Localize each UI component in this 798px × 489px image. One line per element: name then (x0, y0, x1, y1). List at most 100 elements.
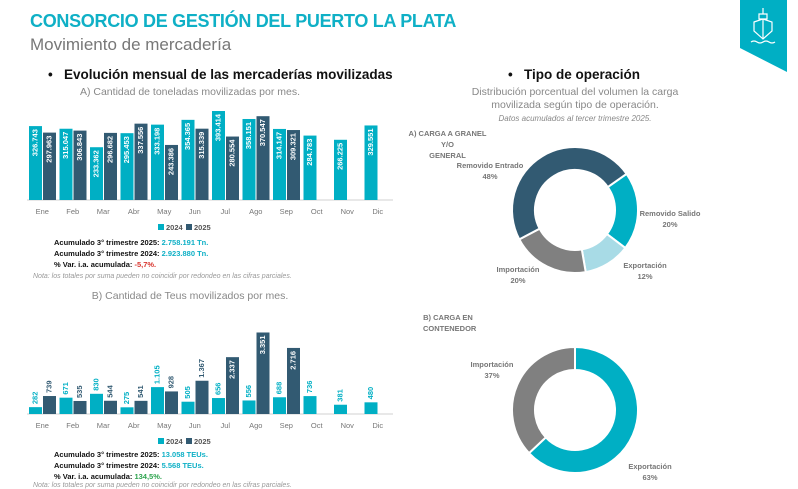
donut-a-label-removido-salido: Removido Salido 20% (639, 209, 701, 229)
data-label: 381 (335, 389, 344, 402)
data-label: 354.365 (183, 123, 192, 150)
x-tick-label: Feb (66, 421, 79, 430)
bar-2024 (242, 400, 256, 414)
data-label: 480 (366, 387, 375, 400)
data-label: 739 (44, 381, 53, 394)
note-a: Nota: los totales por suma pueden no coi… (33, 273, 292, 280)
teu-chart: Ene 282 739 Feb 671 535 Mar 830 544 Abr 275 541 May 1… (27, 332, 393, 446)
bar-2025 (134, 400, 148, 414)
x-tick-label: Dic (372, 421, 383, 430)
x-tick-label: Abr (128, 207, 140, 216)
data-label: 556 (244, 385, 253, 398)
x-tick-label: Ene (36, 421, 49, 430)
data-label: 1.367 (197, 359, 206, 378)
donut-a (511, 146, 639, 274)
data-label: 736 (305, 381, 314, 394)
data-label: 243.386 (166, 148, 175, 175)
bar-2025 (256, 332, 270, 414)
legend-swatch (186, 224, 192, 230)
bar-2024 (151, 387, 164, 414)
page-title: CONSORCIO DE GESTIÓN DEL PUERTO LA PLATA (30, 11, 457, 31)
acc-b: Acumulado 3° trimestre 2025: 13.058 TEUs… (54, 450, 208, 481)
bar-2025 (165, 391, 178, 414)
data-label: 505 (183, 386, 192, 399)
donut-a-title: A) CARGA A GRANEL Y/O GENERAL (408, 129, 487, 160)
bar-2024 (334, 139, 347, 200)
bar-2024 (90, 147, 103, 200)
data-label: 393.414 (213, 113, 222, 141)
bar-2025 (73, 400, 87, 414)
x-tick-label: Jun (189, 421, 201, 430)
note-b: Nota: los totales por suma pueden no coi… (33, 482, 292, 489)
bar-2024 (273, 128, 286, 200)
data-label: 656 (213, 383, 222, 396)
x-tick-label: Dic (372, 207, 383, 216)
data-label: 315.339 (197, 132, 206, 159)
data-label: 309.321 (288, 133, 297, 160)
bar-2024 (242, 118, 256, 200)
data-label: 306.843 (75, 134, 84, 161)
bar-2025 (226, 357, 239, 414)
section-evolucion-title: Evolución mensual de las mercaderías mov… (63, 67, 393, 82)
data-label: 535 (75, 385, 84, 398)
section-evolucion: • Evolución mensual de las mercaderías m… (48, 67, 393, 82)
data-label: 275 (122, 392, 131, 405)
bar-2024 (181, 119, 195, 200)
data-label: 370.547 (258, 119, 267, 146)
bar-2024 (181, 401, 195, 414)
data-label: 280.554 (227, 139, 236, 167)
x-tick-label: Ago (249, 421, 262, 430)
chart-a-title: A) Cantidad de toneladas movilizadas por… (79, 86, 301, 98)
x-tick-label: Sep (280, 207, 293, 216)
donut-a-label-importacion: Importación 20% (496, 265, 540, 285)
legend-swatch (158, 438, 164, 444)
bar-2024 (273, 397, 286, 414)
legend-swatch (186, 438, 192, 444)
acc-a: Acumulado 3° trimestre 2025: 2.758.191 T… (54, 238, 209, 269)
legend-label: 2025 (194, 437, 211, 446)
bar-2025 (287, 347, 300, 414)
bar-2024 (212, 111, 225, 200)
data-label: 671 (61, 382, 70, 395)
bar-2025 (104, 400, 117, 414)
section-tipo-title: Tipo de operación (523, 67, 640, 82)
x-tick-label: Jun (189, 207, 201, 216)
tonnage-chart: Ene 326.743 297.963 Feb 315.047 306.843 Mar 233… (27, 111, 393, 232)
slice-importación (511, 345, 576, 455)
x-tick-label: May (157, 207, 171, 216)
bar-2025 (43, 132, 56, 200)
data-label: 688 (274, 382, 283, 395)
bar-2024 (334, 404, 347, 414)
legend-label: 2025 (194, 223, 211, 232)
bar-2025 (195, 128, 209, 200)
data-label: 326.743 (30, 129, 39, 156)
bar-2024 (303, 135, 317, 200)
x-tick-label: Nov (341, 421, 355, 430)
data-label: 2.716 (288, 351, 297, 370)
bar-2025 (165, 144, 178, 200)
data-label: 3.351 (258, 335, 267, 354)
data-label: 337.556 (136, 127, 145, 154)
slice-removido-entrado (511, 146, 629, 241)
x-tick-label: Oct (311, 421, 324, 430)
bar-2025 (73, 130, 87, 200)
bar-2025 (134, 123, 148, 200)
data-label: 928 (166, 376, 175, 389)
x-tick-label: Sep (280, 421, 293, 430)
bar-2024 (364, 125, 378, 200)
data-label: 830 (91, 378, 100, 391)
x-tick-label: Abr (128, 421, 140, 430)
bar-2024 (29, 126, 42, 200)
bar-2024 (29, 407, 42, 414)
ship-badge (740, 0, 787, 72)
data-label: 282 (30, 392, 39, 405)
x-tick-label: Jul (220, 421, 230, 430)
bar-2025 (195, 380, 209, 414)
data-label: 315.047 (61, 132, 70, 159)
slice-exportación (527, 345, 639, 474)
x-tick-label: May (157, 421, 171, 430)
x-tick-label: Ago (249, 207, 262, 216)
bar-2024 (303, 396, 317, 414)
data-label: 284.783 (305, 139, 314, 166)
x-tick-label: Feb (66, 207, 79, 216)
